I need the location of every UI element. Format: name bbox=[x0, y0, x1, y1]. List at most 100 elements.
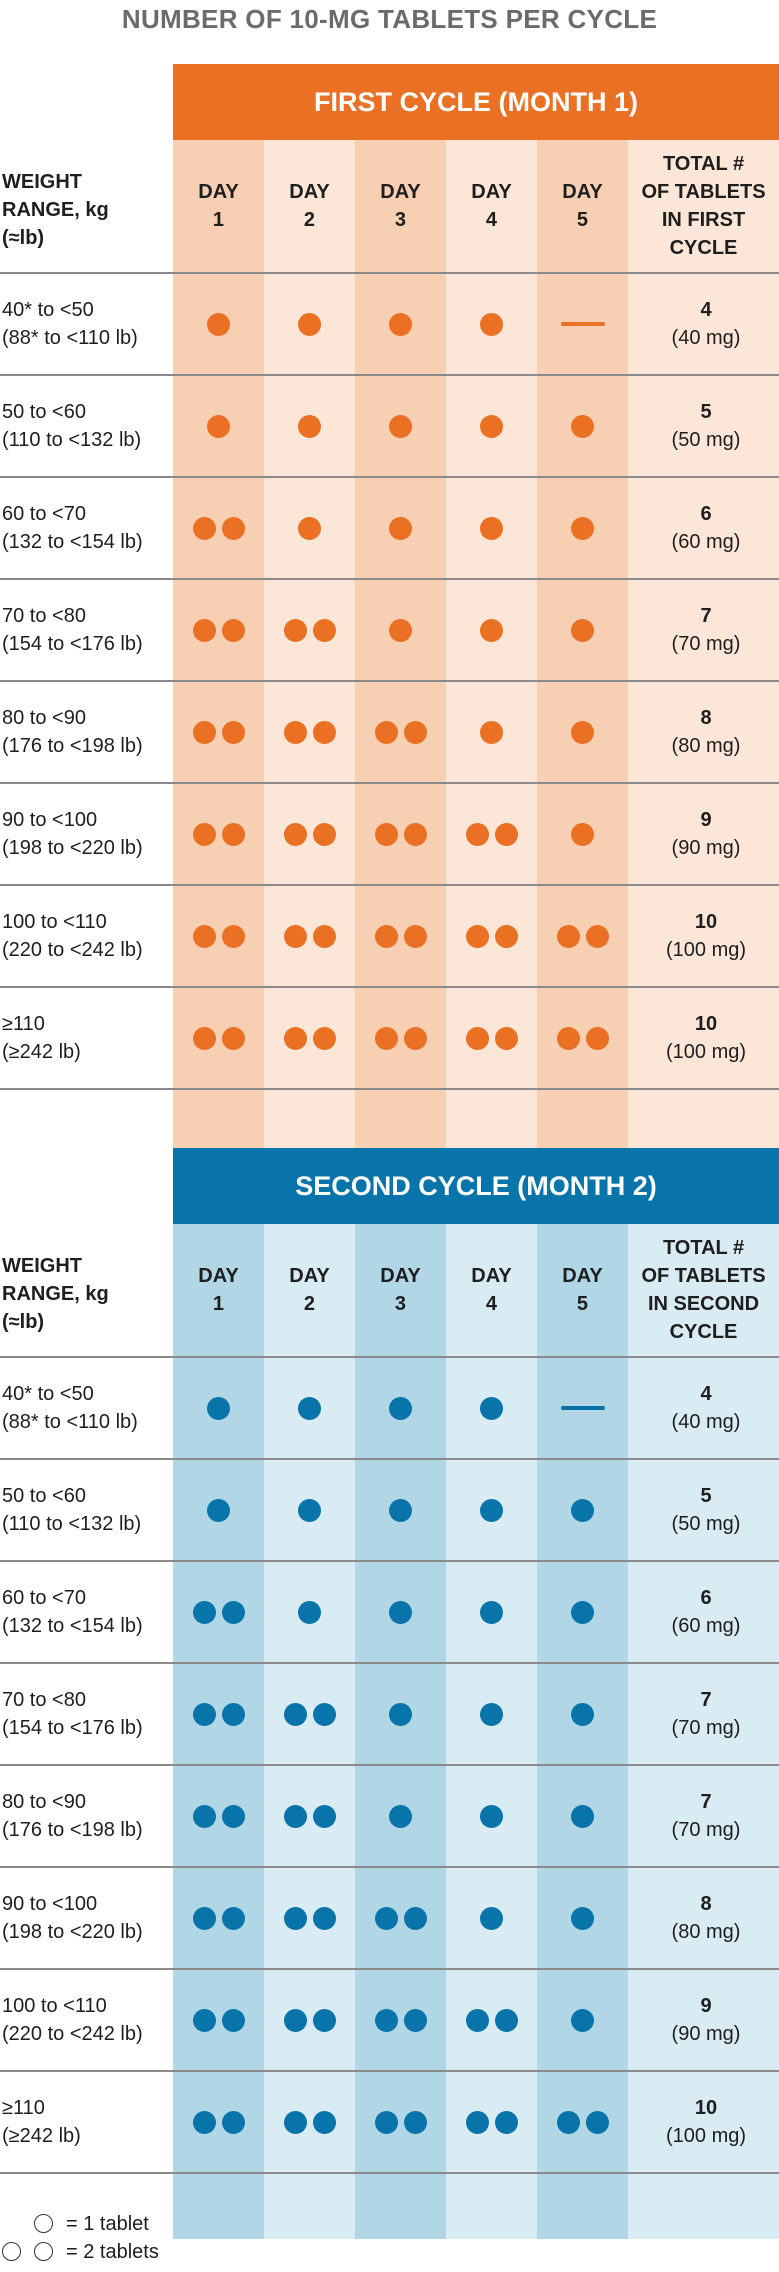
day-1-tablets bbox=[173, 886, 264, 986]
day-3-tablets bbox=[355, 274, 446, 374]
table-row: 40* to <50 (88* to <110 lb) 4 (40 mg) bbox=[0, 1356, 779, 1458]
tablet-dot-icon bbox=[480, 414, 503, 438]
day-header-5: DAY 5 bbox=[537, 1224, 628, 1356]
weight-range-cell: 80 to <90 (176 to <198 lb) bbox=[2, 682, 143, 782]
tablet-dot-icon bbox=[312, 924, 336, 948]
day-column-background bbox=[355, 140, 446, 1155]
tablet-dot-icon bbox=[480, 720, 503, 744]
day-header-label: DAY bbox=[289, 1265, 330, 1287]
day-column-background bbox=[264, 140, 355, 1155]
day-4-tablets bbox=[446, 376, 537, 476]
day-4-tablets bbox=[446, 1562, 537, 1662]
tablet-dot-icon bbox=[389, 1702, 412, 1726]
day-header-2: DAY 2 bbox=[264, 1224, 355, 1356]
total-cell: 4 (40 mg) bbox=[633, 1358, 779, 1458]
day-column-background bbox=[173, 1224, 264, 2239]
tablet-dot-icon bbox=[494, 2008, 518, 2032]
day-1-tablets bbox=[173, 682, 264, 782]
total-cell: 10 (100 mg) bbox=[633, 988, 779, 1088]
tablet-dot-icon bbox=[283, 2110, 307, 2134]
tablet-dot-icon bbox=[298, 312, 321, 336]
total-mg: (80 mg) bbox=[671, 1921, 741, 1943]
total-tablets: 6 bbox=[700, 503, 712, 525]
tablet-dot-icon bbox=[192, 1804, 216, 1828]
day-header-3: DAY 3 bbox=[355, 140, 446, 272]
tablet-dot-icon bbox=[312, 822, 336, 846]
tablet-outline-icon bbox=[2, 2242, 21, 2261]
weight-range-header: WEIGHT RANGE, kg (≈lb) bbox=[2, 1252, 109, 1336]
total-tablets: 7 bbox=[700, 1791, 712, 1813]
tablet-dot-icon bbox=[192, 1026, 216, 1050]
day-2-tablets bbox=[264, 274, 355, 374]
total-tablets: 10 bbox=[694, 2097, 718, 2119]
tablet-dot-icon bbox=[221, 924, 245, 948]
cycle-heading: SECOND CYCLE (MONTH 2) bbox=[173, 1148, 779, 1224]
tablet-dot-icon bbox=[207, 312, 230, 336]
day-1-tablets bbox=[173, 988, 264, 1088]
tablet-dot-icon bbox=[403, 2008, 427, 2032]
tablet-dot-icon bbox=[221, 1026, 245, 1050]
dosing-rows: 40* to <50 (88* to <110 lb) 4 (40 mg) 50 to … bbox=[0, 272, 779, 1090]
total-header-line: CYCLE bbox=[669, 1321, 738, 1343]
weight-lb: (88* to <110 lb) bbox=[2, 327, 138, 349]
weight-lb: (110 to <132 lb) bbox=[2, 429, 142, 451]
day-5-tablets bbox=[537, 886, 628, 986]
day-1-tablets bbox=[173, 1664, 264, 1764]
total-mg: (50 mg) bbox=[671, 429, 741, 451]
tablet-outline-icon bbox=[34, 2242, 53, 2261]
total-cell: 10 (100 mg) bbox=[633, 2072, 779, 2172]
tablet-dot-icon bbox=[298, 414, 321, 438]
total-cell: 5 (50 mg) bbox=[633, 1460, 779, 1560]
weight-range-cell: 40* to <50 (88* to <110 lb) bbox=[2, 1358, 138, 1458]
total-tablets: 8 bbox=[700, 707, 712, 729]
day-4-tablets bbox=[446, 682, 537, 782]
total-mg: (100 mg) bbox=[665, 939, 747, 961]
dosing-rows: 40* to <50 (88* to <110 lb) 4 (40 mg) 50 to … bbox=[0, 1356, 779, 2174]
day-2-tablets bbox=[264, 2072, 355, 2172]
total-cell: 5 (50 mg) bbox=[633, 376, 779, 476]
day-header-4: DAY 4 bbox=[446, 140, 537, 272]
table-row: 50 to <60 (110 to <132 lb) 5 (50 mg) bbox=[0, 1458, 779, 1560]
weight-range-cell: ≥110 (≥242 lb) bbox=[2, 988, 81, 1088]
tablet-dot-icon bbox=[556, 1026, 580, 1050]
tablet-dot-icon bbox=[221, 618, 245, 642]
weight-range-cell: 50 to <60 (110 to <132 lb) bbox=[2, 376, 141, 476]
day-1-tablets bbox=[173, 2072, 264, 2172]
day-header-number: 3 bbox=[394, 209, 407, 231]
no-tablet-dash-icon bbox=[560, 322, 605, 326]
day-1-tablets bbox=[173, 1562, 264, 1662]
day-header-number: 1 bbox=[212, 1293, 225, 1315]
column-header-row: WEIGHT RANGE, kg (≈lb) DAY 1 DAY 2 DAY 3 DAY 4 DAY 5… bbox=[0, 1224, 779, 1356]
day-5-tablets bbox=[537, 682, 628, 782]
tablet-dot-icon bbox=[221, 1906, 245, 1930]
total-tablets: 10 bbox=[694, 1013, 718, 1035]
day-1-tablets bbox=[173, 784, 264, 884]
day-header-number: 4 bbox=[485, 1293, 498, 1315]
weight-kg: 50 to <60 bbox=[2, 1485, 86, 1507]
weight-header-line: RANGE, kg bbox=[2, 199, 109, 221]
tablet-dot-icon bbox=[283, 1026, 307, 1050]
day-5-tablets bbox=[537, 478, 628, 578]
day-2-tablets bbox=[264, 1460, 355, 1560]
tablet-dot-icon bbox=[389, 414, 412, 438]
weight-range-cell: 90 to <100 (198 to <220 lb) bbox=[2, 784, 143, 884]
tablet-dot-icon bbox=[283, 1804, 307, 1828]
day-5-tablets bbox=[537, 1460, 628, 1560]
total-cell: 10 (100 mg) bbox=[633, 886, 779, 986]
total-mg: (90 mg) bbox=[671, 837, 741, 859]
total-mg: (100 mg) bbox=[665, 2125, 747, 2147]
tablet-dot-icon bbox=[556, 924, 580, 948]
day-1-tablets bbox=[173, 1868, 264, 1968]
day-2-tablets bbox=[264, 580, 355, 680]
tablet-dot-icon bbox=[312, 1804, 336, 1828]
table-row: 100 to <110 (220 to <242 lb) 10 (100 mg) bbox=[0, 884, 779, 986]
weight-range-cell: 60 to <70 (132 to <154 lb) bbox=[2, 1562, 143, 1662]
day-2-tablets bbox=[264, 784, 355, 884]
tablet-dot-icon bbox=[221, 2110, 245, 2134]
total-mg: (100 mg) bbox=[665, 1041, 747, 1063]
column-header-row: WEIGHT RANGE, kg (≈lb) DAY 1 DAY 2 DAY 3 DAY 4 DAY 5… bbox=[0, 140, 779, 272]
tablet-dot-icon bbox=[389, 1498, 412, 1522]
tablet-dot-icon bbox=[389, 1600, 412, 1624]
tablet-dot-icon bbox=[192, 720, 216, 744]
weight-kg: 60 to <70 bbox=[2, 1587, 86, 1609]
